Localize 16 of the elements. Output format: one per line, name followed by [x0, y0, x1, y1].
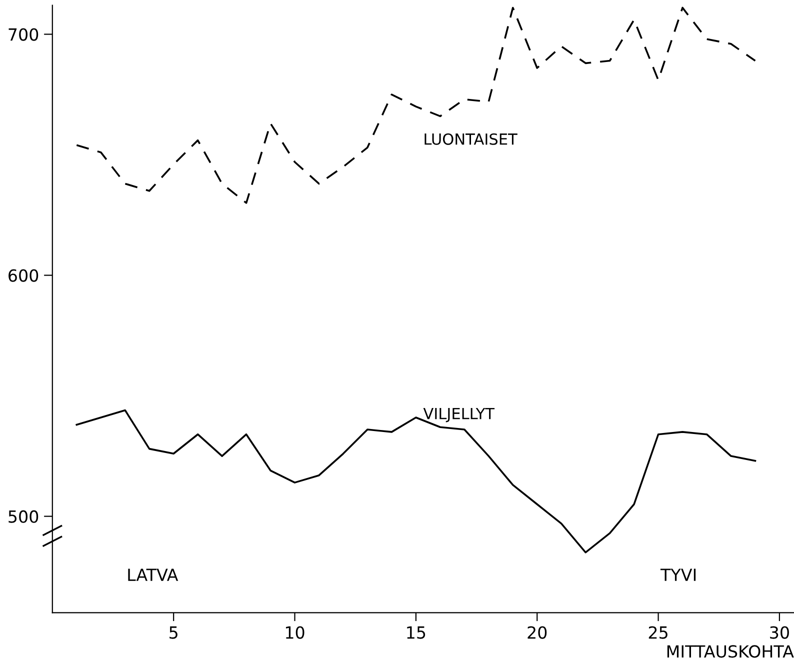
- series-label: VILJELLYT: [423, 408, 495, 422]
- y-tick-label: 700: [8, 28, 38, 41]
- line-series: [76, 6, 756, 204]
- y-tick-label: 600: [8, 269, 38, 282]
- x-tick-label: 5: [170, 626, 178, 639]
- annotation: TYVI: [660, 568, 696, 581]
- series-label: LUONTAISET: [424, 133, 518, 145]
- x-tick-label: 25: [648, 626, 668, 639]
- y-tick-label: 500: [8, 510, 38, 523]
- x-tick-label: 20: [528, 626, 547, 639]
- x-tick-label: 10: [286, 626, 304, 639]
- x-tick-label: 30: [770, 626, 789, 639]
- line-series: [76, 409, 756, 554]
- x-axis-title: MITTAUSKOHTA: [667, 645, 794, 658]
- annotation: LATVA: [128, 568, 178, 581]
- x-tick-label: 15: [407, 626, 426, 639]
